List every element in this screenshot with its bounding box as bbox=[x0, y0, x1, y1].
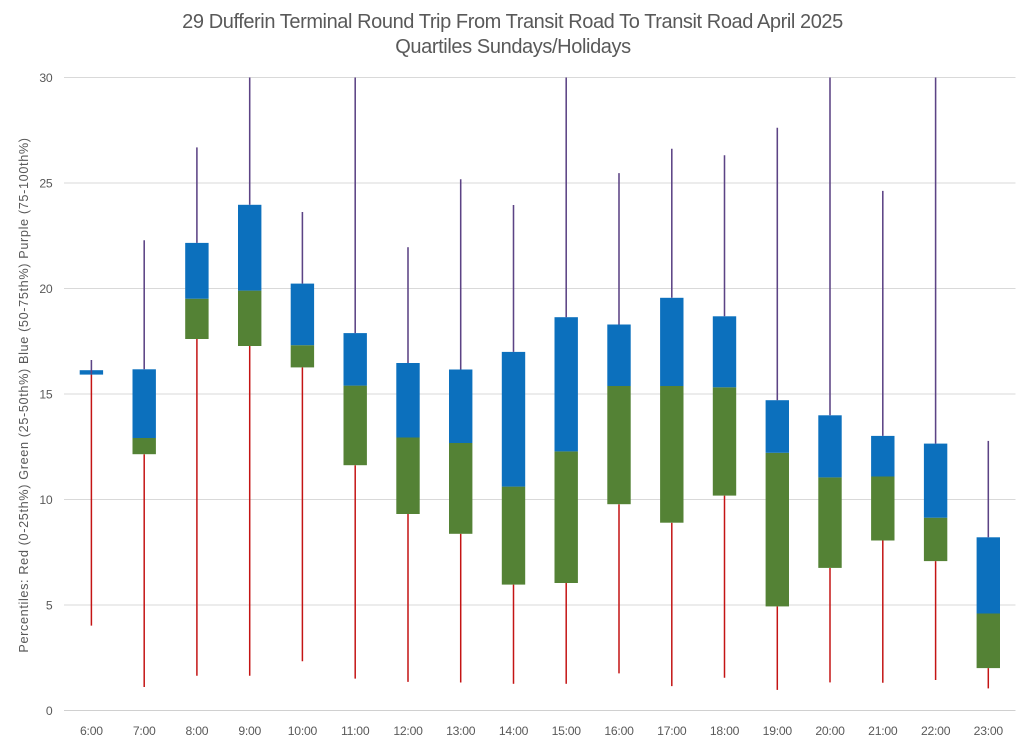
svg-text:10:00: 10:00 bbox=[288, 724, 318, 738]
svg-text:9:00: 9:00 bbox=[238, 724, 261, 738]
svg-text:15: 15 bbox=[39, 387, 53, 401]
svg-text:12:00: 12:00 bbox=[393, 724, 423, 738]
svg-text:17:00: 17:00 bbox=[657, 724, 687, 738]
svg-text:29 Dufferin Terminal Round Tri: 29 Dufferin Terminal Round Trip From Tra… bbox=[182, 11, 843, 33]
svg-text:19:00: 19:00 bbox=[763, 724, 793, 738]
svg-text:15:00: 15:00 bbox=[552, 724, 582, 738]
svg-text:18:00: 18:00 bbox=[710, 724, 740, 738]
svg-text:11:00: 11:00 bbox=[341, 724, 370, 738]
svg-text:Percentiles: Red (0-25th%) G: Percentiles: Red (0-25th%) Green (25-50t… bbox=[17, 137, 31, 652]
svg-text:6:00: 6:00 bbox=[80, 724, 103, 738]
svg-text:Quartiles Sundays/Holidays: Quartiles Sundays/Holidays bbox=[395, 36, 631, 58]
svg-text:22:00: 22:00 bbox=[921, 724, 951, 738]
svg-text:10: 10 bbox=[39, 493, 53, 507]
svg-text:7:00: 7:00 bbox=[133, 724, 156, 738]
svg-text:21:00: 21:00 bbox=[868, 724, 898, 738]
svg-text:25: 25 bbox=[39, 176, 53, 190]
svg-text:20:00: 20:00 bbox=[815, 724, 845, 738]
svg-text:14:00: 14:00 bbox=[499, 724, 529, 738]
svg-text:5: 5 bbox=[46, 598, 53, 612]
svg-text:20: 20 bbox=[39, 282, 53, 296]
svg-text:0: 0 bbox=[46, 704, 53, 718]
svg-text:13:00: 13:00 bbox=[446, 724, 476, 738]
svg-text:30: 30 bbox=[39, 71, 53, 85]
svg-text:8:00: 8:00 bbox=[186, 724, 209, 738]
svg-text:23:00: 23:00 bbox=[974, 724, 1004, 738]
svg-text:16:00: 16:00 bbox=[604, 724, 634, 738]
